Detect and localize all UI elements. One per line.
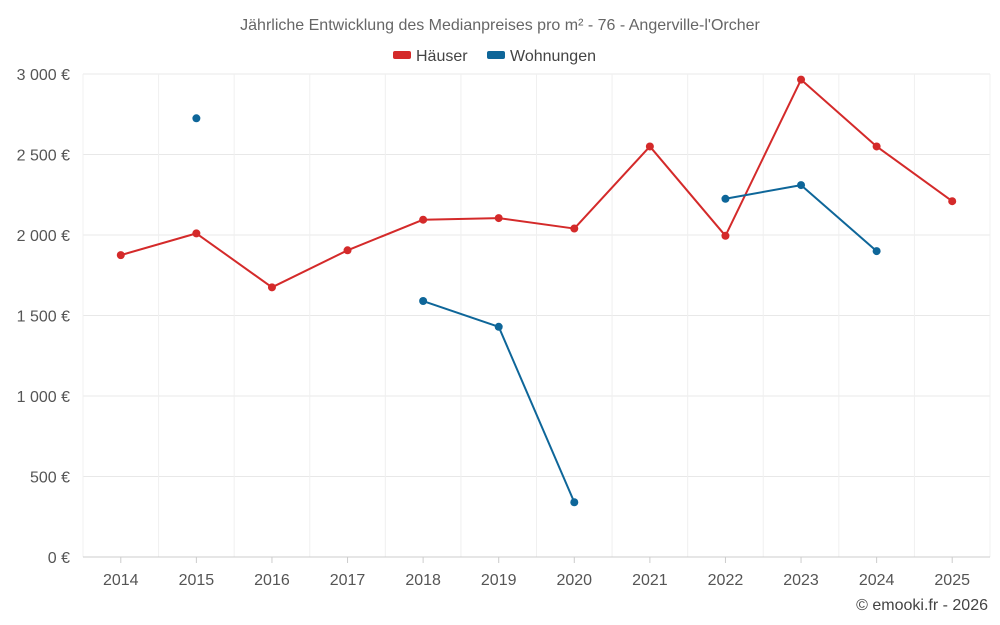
data-point (797, 181, 806, 190)
data-point (192, 229, 201, 238)
data-point (872, 142, 881, 151)
y-tick-label: 1 000 € (17, 389, 70, 406)
x-tick-label: 2015 (179, 572, 215, 589)
series-line (120, 78, 953, 289)
credit-text: © emooki.fr - 2026 (856, 597, 988, 614)
data-point (797, 75, 806, 84)
x-tick-label: 2020 (556, 572, 592, 589)
legend-swatch (487, 51, 505, 59)
x-tick-label: 2021 (632, 572, 668, 589)
x-tick-label: 2019 (481, 572, 517, 589)
x-axis: 2014 2015 2016 2017 2018 2019 2020 2021 2022 2023… (83, 556, 990, 589)
data-point (494, 322, 503, 331)
series-haeuser (116, 75, 957, 292)
data-point (948, 197, 957, 206)
data-point (419, 215, 428, 224)
data-point (570, 224, 579, 233)
y-tick-label: 2 000 € (17, 228, 70, 245)
y-tick-label: 500 € (30, 470, 70, 487)
data-point (570, 498, 579, 507)
series-wohnungen (192, 114, 881, 507)
y-tick-label: 2 500 € (17, 148, 70, 165)
legend-label: Häuser (416, 48, 468, 65)
data-point (419, 297, 428, 306)
plot-area (116, 75, 957, 507)
x-tick-label: 2022 (708, 572, 744, 589)
x-tick-label: 2014 (103, 572, 139, 589)
data-point (721, 231, 730, 240)
x-tick-label: 2024 (859, 572, 895, 589)
data-point (872, 247, 881, 256)
x-tick-label: 2016 (254, 572, 290, 589)
series-line (422, 300, 576, 503)
x-tick-label: 2023 (783, 572, 819, 589)
series-line (725, 184, 878, 252)
x-tick-label: 2018 (405, 572, 441, 589)
data-point (267, 283, 276, 292)
data-point (645, 142, 654, 151)
data-point (721, 194, 730, 203)
y-tick-label: 3 000 € (17, 67, 70, 84)
legend-label: Wohnungen (510, 48, 596, 65)
legend: Häuser Wohnungen (393, 48, 596, 65)
y-tick-label: 0 € (48, 550, 70, 567)
data-point (343, 246, 352, 255)
data-point (494, 214, 503, 223)
y-axis: 0 € 500 € 1 000 € 1 500 € 2 000 € 2 500 € 3 00… (17, 67, 70, 567)
grid (82, 73, 991, 558)
chart-title: Jährliche Entwicklung des Medianpreises … (240, 17, 760, 34)
x-tick-label: 2025 (934, 572, 970, 589)
y-tick-label: 1 500 € (17, 309, 70, 326)
data-point (116, 251, 125, 260)
data-point (192, 114, 201, 123)
x-tick-label: 2017 (330, 572, 366, 589)
legend-swatch (393, 51, 411, 59)
